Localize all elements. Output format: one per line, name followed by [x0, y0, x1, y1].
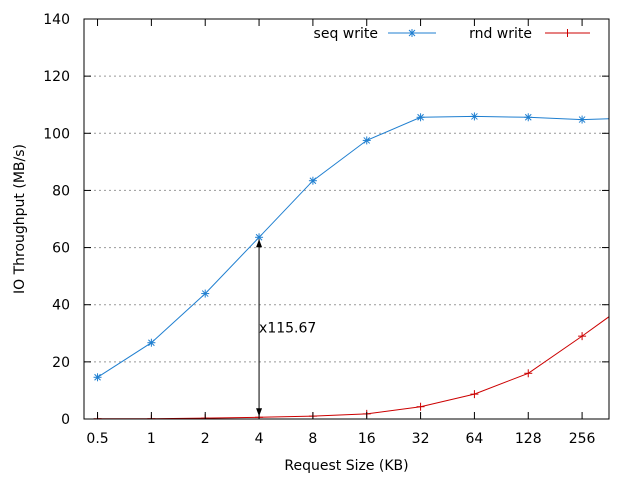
y-tick-label-40: 40 — [52, 298, 70, 314]
y-tick-label-20: 20 — [52, 355, 70, 371]
point-rnd-write-64 — [470, 390, 479, 399]
point-seq-write-16 — [362, 136, 371, 145]
point-seq-write-256 — [578, 115, 587, 124]
point-rnd-write-256 — [578, 332, 587, 341]
point-seq-write-2 — [201, 289, 210, 298]
x-tick-label-128: 128 — [515, 431, 542, 447]
point-seq-write-1 — [147, 338, 156, 347]
annotation-label: x115.67 — [259, 320, 316, 336]
point-rnd-write-128 — [524, 369, 533, 378]
point-seq-write-0-5 — [93, 373, 102, 382]
x-tick-label-2: 2 — [201, 431, 210, 447]
legend-label-rnd-write: rnd write — [469, 26, 532, 42]
x-tick-label-8: 8 — [308, 431, 317, 447]
x-axis-label: Request Size (KB) — [284, 458, 408, 474]
y-axis-label: IO Throughput (MB/s) — [12, 144, 28, 294]
legend: seq write rnd write — [314, 26, 590, 42]
point-seq-write-64 — [470, 112, 479, 121]
legend-marker-rnd-write — [563, 29, 572, 37]
annotation-arrowhead-top — [256, 239, 263, 248]
x-tick-label-1: 1 — [147, 431, 156, 447]
legend-label-seq-write: seq write — [314, 26, 378, 42]
x-tick-label-4: 4 — [255, 431, 264, 447]
y-tick-label-140: 140 — [43, 12, 70, 28]
y-tick-label-120: 120 — [43, 69, 70, 85]
axes: 0 20 40 60 80 100 120 140 0.5 1 2 4 8 16 32 64 128 256 — [43, 12, 609, 447]
x-tick-label-256: 256 — [569, 431, 596, 447]
point-seq-write-32 — [416, 113, 425, 122]
x-tick-label-16: 16 — [358, 431, 376, 447]
x-tick-label-64: 64 — [465, 431, 483, 447]
y-tick-label-0: 0 — [61, 412, 70, 428]
y-tick-label-80: 80 — [52, 183, 70, 199]
y-tick-label-60: 60 — [52, 241, 70, 257]
legend-item-seq-write: seq write — [314, 26, 436, 42]
point-seq-write-128 — [524, 113, 533, 122]
legend-marker-seq-write — [408, 29, 416, 37]
x-tick-label-32: 32 — [412, 431, 430, 447]
y-tick-label-100: 100 — [43, 126, 70, 142]
point-seq-write-8 — [308, 176, 317, 185]
x-tick-label-0-5: 0.5 — [86, 431, 108, 447]
series-lines — [93, 112, 609, 419]
legend-item-rnd-write: rnd write — [469, 26, 590, 42]
point-rnd-write-32 — [416, 402, 425, 411]
annotations: x115.67 — [256, 239, 316, 417]
plot-border — [83, 18, 610, 420]
